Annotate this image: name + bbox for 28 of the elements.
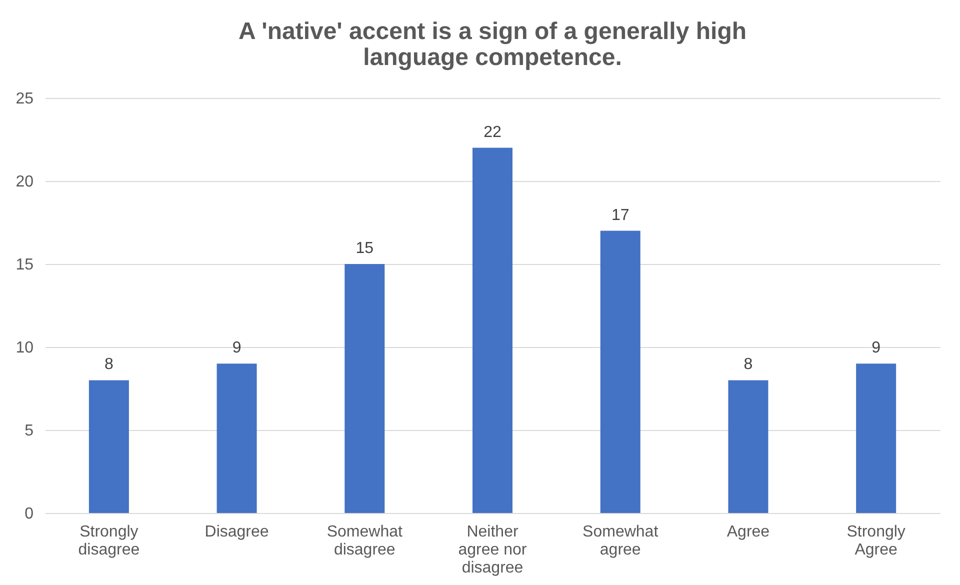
bar xyxy=(856,364,896,513)
x-tick-label: Strongly Agree xyxy=(846,524,906,558)
data-label: 17 xyxy=(611,206,630,224)
x-tick-label: Somewhat agree xyxy=(582,524,659,558)
y-tick-label: 0 xyxy=(24,506,34,522)
y-tick-label: 25 xyxy=(16,90,34,108)
chart-title: A 'native' accent is a sign of a generally high language competence. xyxy=(238,18,747,71)
bar xyxy=(344,264,385,513)
x-tick-label: Neither agree nor disagree xyxy=(458,524,528,576)
x-tick-label: Somewhat disagree xyxy=(326,524,403,558)
y-tick-label: 15 xyxy=(16,256,34,274)
data-label: 8 xyxy=(104,356,114,374)
x-tick-label: Agree xyxy=(726,524,770,540)
y-tick-label: 5 xyxy=(24,422,34,440)
data-label: 22 xyxy=(484,124,502,141)
y-tick-label: 10 xyxy=(16,340,34,356)
data-label: 9 xyxy=(232,340,242,357)
bar xyxy=(472,148,512,513)
bar xyxy=(600,230,640,513)
data-label: 9 xyxy=(872,340,881,357)
y-tick-label: 20 xyxy=(16,174,34,190)
x-tick-label: Disagree xyxy=(204,524,269,540)
x-tick-label: Strongly disagree xyxy=(78,524,140,558)
bar xyxy=(216,364,257,513)
data-label: 8 xyxy=(744,356,753,374)
bar xyxy=(728,380,768,513)
bar xyxy=(88,380,129,513)
data-label: 15 xyxy=(356,240,374,257)
